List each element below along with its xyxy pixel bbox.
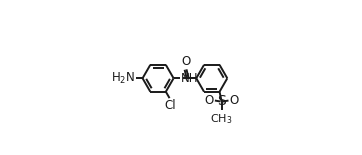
Text: NH: NH — [181, 72, 198, 85]
Text: O: O — [230, 94, 239, 107]
Text: O: O — [181, 55, 190, 68]
Text: S: S — [217, 95, 226, 108]
Text: H$_2$N: H$_2$N — [111, 71, 135, 86]
Text: O: O — [205, 94, 214, 107]
Text: CH$_3$: CH$_3$ — [210, 112, 233, 126]
Text: Cl: Cl — [164, 99, 176, 112]
